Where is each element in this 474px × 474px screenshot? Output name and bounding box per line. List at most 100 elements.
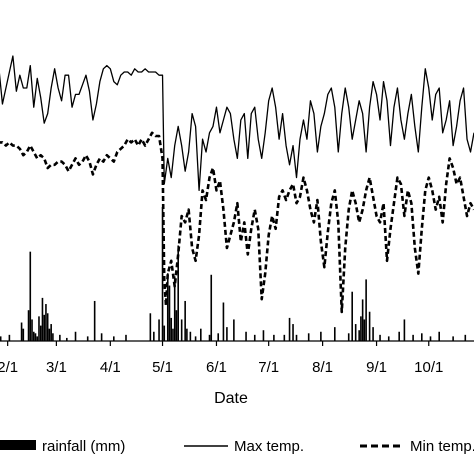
rainfall-bar — [398, 331, 400, 341]
rainfall-bar — [20, 322, 23, 341]
rainfall-bar — [464, 334, 467, 341]
rainfall-bar — [39, 325, 42, 341]
rainfall-bar — [295, 334, 298, 341]
rainfall-bar — [186, 328, 188, 341]
rainfall-bar — [184, 300, 186, 341]
rainfall-bar — [360, 316, 362, 341]
rainfall-bar — [283, 334, 286, 341]
x-tick-label: 3/1 — [46, 359, 67, 376]
rainfall-bar — [233, 319, 235, 341]
rainfall-bar — [50, 324, 52, 341]
rainfall-bar — [59, 334, 61, 341]
rainfall-bar — [189, 331, 192, 341]
x-tick-label: 6/1 — [206, 359, 227, 376]
x-tick-label: 4/1 — [100, 359, 121, 376]
rainfall-bar — [245, 331, 247, 341]
rainfall-bar — [0, 336, 2, 341]
rainfall-bar — [173, 276, 176, 341]
rainfall-bar — [403, 319, 406, 341]
x-tick-label: 2/1 — [0, 359, 18, 376]
rainfall-bar — [262, 330, 265, 341]
rainfall-bar — [153, 331, 155, 341]
rainfall-bar — [27, 310, 30, 341]
x-tick-label: 7/1 — [258, 359, 279, 376]
rainfall-bar — [29, 251, 32, 341]
rainfall-bar — [320, 331, 322, 341]
max-temp-line — [0, 55, 474, 192]
x-tick-label: 9/1 — [366, 359, 387, 376]
rainfall-bar — [363, 319, 366, 341]
rainfall-bar — [149, 313, 152, 341]
x-tick-label: 10/1 — [414, 359, 443, 376]
rainfall-bar — [351, 291, 353, 341]
rainfall-bar — [200, 328, 202, 341]
rainfall-bar — [93, 300, 96, 341]
rainfall-bar — [412, 334, 414, 341]
rainfall-bar — [177, 245, 179, 341]
rainfall-bar — [175, 310, 178, 341]
rainfall-bar — [43, 314, 45, 341]
rainfall-bar — [292, 324, 294, 341]
legend: rainfall (mm) Max temp. Min temp. — [0, 438, 474, 455]
rainfall-bar — [226, 327, 228, 341]
rainfall-bar — [368, 311, 371, 341]
rainfall-bar — [158, 319, 160, 341]
legend-rainfall-label: rainfall (mm) — [42, 438, 125, 455]
legend-rainfall-swatch — [0, 440, 36, 450]
rainfall-bar — [38, 316, 40, 341]
rainfall-bar — [166, 273, 169, 341]
rainfall-bar — [429, 336, 432, 341]
rainfall-bar — [438, 331, 440, 341]
rainfall-bar — [180, 319, 183, 341]
rainfall-bar — [194, 336, 197, 341]
rainfall-bar — [372, 327, 374, 341]
legend-max-label: Max temp. — [234, 438, 304, 455]
rainfall-bar — [22, 328, 25, 341]
rainfall-bar — [288, 317, 291, 341]
rainfall-bar — [52, 333, 54, 341]
rainfall-bar — [273, 334, 275, 341]
rainfall-bar — [48, 328, 51, 341]
x-axis: 2/1 3/1 4/1 5/1 6/1 7/1 8/1 9/1 10/1 — [0, 340, 474, 376]
rainfall-bar — [170, 317, 173, 341]
rainfall-bar — [307, 333, 310, 341]
rainfall-bar — [32, 331, 35, 341]
rainfall-bar — [333, 327, 336, 341]
rainfall-bar — [168, 285, 171, 341]
rainfall-bar — [217, 333, 220, 341]
rainfall-bar — [208, 334, 211, 341]
rainfall-bar — [31, 319, 33, 341]
rainfall-bar — [452, 336, 454, 341]
min-temp-line — [0, 131, 474, 314]
rainfall-bar — [358, 330, 360, 341]
rainfall-bar — [34, 333, 37, 341]
rainfall-bar — [361, 299, 364, 341]
rainfall-bar — [113, 336, 115, 341]
temperature-lines — [0, 55, 474, 314]
rainfall-bar — [41, 297, 44, 341]
rainfall-bar — [354, 324, 357, 341]
x-tick-label: 8/1 — [312, 359, 333, 376]
rainfall-bar — [222, 302, 225, 341]
rainfall-bar — [387, 336, 390, 341]
rainfall-bar — [86, 336, 89, 341]
rainfall-bar — [161, 207, 164, 341]
rainfall-bar — [210, 274, 213, 341]
rainfall-bar — [365, 279, 367, 341]
rainfall-bar — [36, 336, 39, 341]
rainfall-bar — [253, 334, 256, 341]
rainfall-bar — [74, 331, 77, 341]
rainfall-bar — [125, 334, 127, 341]
rainfall-bar — [45, 304, 47, 341]
rainfall-bar — [163, 325, 166, 341]
x-tick-label: 5/1 — [152, 359, 173, 376]
rainfall-bar — [347, 333, 350, 341]
legend-min-label: Min temp. — [410, 438, 474, 455]
rainfall-bar — [172, 328, 174, 341]
rainfall-bar — [421, 333, 423, 341]
rainfall-bar — [46, 313, 49, 341]
rainfall-bars — [0, 207, 467, 341]
rainfall-bar — [100, 333, 103, 341]
rainfall-bar — [8, 334, 11, 341]
